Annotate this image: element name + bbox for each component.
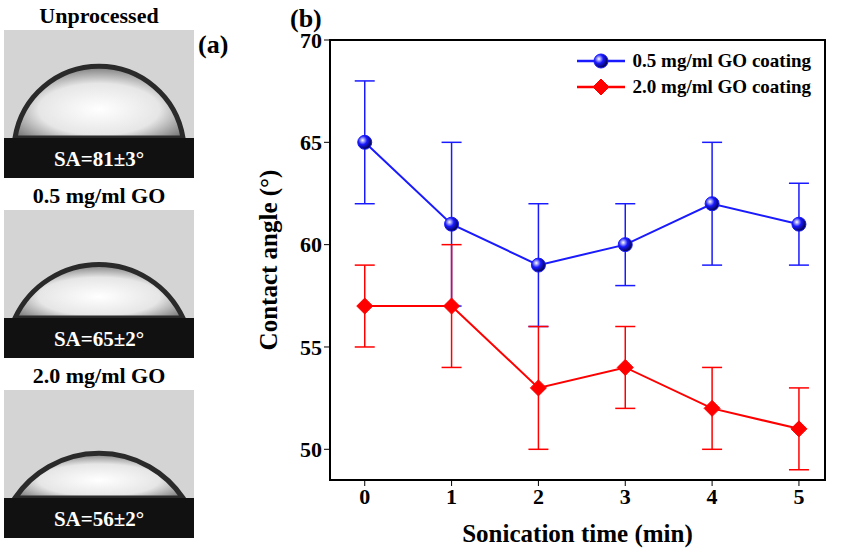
html-text:(a): (a) — [198, 30, 229, 59]
svg-text:60: 60 — [300, 232, 322, 257]
svg-text:SA=81±3°: SA=81±3° — [54, 147, 144, 171]
svg-text:1: 1 — [446, 484, 457, 509]
svg-text:3: 3 — [620, 484, 631, 509]
svg-text:50: 50 — [300, 437, 322, 462]
svg-text:0: 0 — [359, 484, 370, 509]
svg-text:SA=56±2°: SA=56±2° — [54, 507, 144, 531]
html-text:2.0 mg/ml GO: 2.0 mg/ml GO — [32, 363, 166, 388]
svg-text:2: 2 — [533, 484, 544, 509]
html-text:2.0 mg/ml GO coating: 2.0 mg/ml GO coating — [632, 76, 811, 97]
html-text:(b): (b) — [290, 4, 322, 33]
svg-text:4: 4 — [707, 484, 718, 509]
svg-text:Contact angle (°): Contact angle (°) — [255, 170, 283, 351]
svg-text:SA=65±2°: SA=65±2° — [54, 327, 144, 351]
svg-text:70: 70 — [300, 27, 322, 53]
html-text:Unprocessed: Unprocessed — [39, 3, 159, 28]
html-text:0.5 mg/ml GO coating: 0.5 mg/ml GO coating — [632, 50, 811, 71]
svg-text:5: 5 — [793, 484, 804, 509]
svg-text:55: 55 — [300, 335, 322, 360]
svg-text:Sonication time (min): Sonication time (min) — [462, 520, 693, 548]
svg-text:65: 65 — [300, 130, 322, 155]
html-text:0.5 mg/ml GO: 0.5 mg/ml GO — [32, 183, 166, 208]
